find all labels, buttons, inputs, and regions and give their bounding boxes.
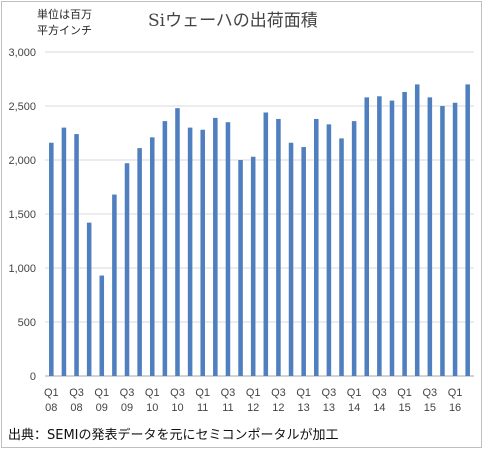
bar bbox=[364, 97, 370, 377]
x-tick-label-quarter: Q3 bbox=[322, 387, 337, 399]
x-tick-label-quarter: Q1 bbox=[246, 387, 261, 399]
bar bbox=[288, 142, 294, 376]
bar bbox=[112, 194, 117, 376]
source-note: 出典：SEMIの発表データを元にセミコンポータルが加工 bbox=[8, 428, 339, 443]
x-tick-label-year: 10 bbox=[146, 402, 158, 414]
bar bbox=[238, 160, 243, 376]
x-tick-label-year: 13 bbox=[323, 402, 335, 414]
bar bbox=[124, 163, 130, 376]
bar bbox=[377, 96, 382, 376]
bar bbox=[225, 122, 231, 376]
x-tick-label-year: 13 bbox=[298, 402, 310, 414]
x-tick-label-year: 12 bbox=[272, 402, 284, 414]
y-tick-label: 500 bbox=[18, 317, 36, 329]
x-tick-label-year: 08 bbox=[70, 402, 82, 414]
x-tick-label-year: 10 bbox=[171, 402, 183, 414]
x-tick-label-quarter: Q3 bbox=[372, 387, 387, 399]
bar bbox=[263, 112, 269, 376]
x-tick-label-year: 11 bbox=[197, 402, 208, 414]
bar bbox=[402, 91, 407, 377]
x-tick-label-year: 16 bbox=[449, 402, 461, 414]
y-tick-label: 1,000 bbox=[8, 263, 36, 275]
x-tick-label-quarter: Q1 bbox=[44, 387, 59, 399]
y-tick-label: 2,500 bbox=[8, 101, 36, 113]
unit-label-line-1: 単位は百万 bbox=[37, 8, 92, 21]
chart-title: Siウェーハの出荷面積 bbox=[148, 11, 318, 31]
bar bbox=[427, 97, 433, 377]
bar bbox=[326, 124, 332, 376]
x-tick-label-year: 09 bbox=[121, 402, 133, 414]
bar bbox=[162, 121, 168, 377]
x-tick-label-quarter: Q1 bbox=[397, 387, 412, 399]
bar bbox=[440, 106, 445, 376]
x-tick-label-quarter: Q1 bbox=[94, 387, 109, 399]
bar bbox=[250, 156, 256, 376]
bar bbox=[149, 137, 155, 376]
bar bbox=[276, 118, 281, 377]
unit-label-line-2: 平方インチ bbox=[37, 24, 92, 37]
bar bbox=[339, 138, 344, 376]
bar bbox=[175, 108, 180, 376]
x-tick-label-quarter: Q1 bbox=[296, 387, 311, 399]
x-tick-label-quarter: Q3 bbox=[221, 387, 236, 399]
x-tick-label-year: 08 bbox=[45, 402, 57, 414]
x-tick-label-year: 15 bbox=[398, 402, 410, 414]
x-tick-label-year: 15 bbox=[424, 402, 436, 414]
bar bbox=[351, 121, 357, 377]
bar bbox=[61, 127, 67, 376]
y-tick-label: 3,000 bbox=[8, 47, 36, 59]
bar bbox=[301, 147, 306, 376]
bar bbox=[314, 118, 319, 377]
x-tick-label-quarter: Q1 bbox=[145, 387, 160, 399]
x-tick-label-quarter: Q1 bbox=[195, 387, 210, 399]
y-tick-label: 1,500 bbox=[8, 209, 36, 221]
bar bbox=[452, 102, 458, 376]
x-tick-label-year: 14 bbox=[373, 402, 385, 414]
bar bbox=[86, 222, 92, 376]
x-tick-label-year: 14 bbox=[348, 402, 360, 414]
bar bbox=[213, 117, 218, 376]
bar bbox=[49, 142, 54, 376]
bar bbox=[99, 275, 105, 376]
bar bbox=[74, 134, 79, 376]
x-tick-label-quarter: Q3 bbox=[170, 387, 185, 399]
x-tick-label-quarter: Q3 bbox=[422, 387, 437, 399]
y-tick-label: 0 bbox=[30, 371, 36, 383]
x-tick-label-year: 09 bbox=[96, 402, 108, 414]
y-tick-label: 2,000 bbox=[8, 155, 36, 167]
bar bbox=[137, 148, 142, 376]
x-tick-label-quarter: Q1 bbox=[448, 387, 463, 399]
x-tick-label-quarter: Q3 bbox=[271, 387, 286, 399]
x-tick-label-quarter: Q1 bbox=[347, 387, 362, 399]
bar bbox=[187, 127, 193, 376]
bar bbox=[414, 84, 420, 377]
x-tick-label-year: 11 bbox=[222, 402, 233, 414]
bar bbox=[200, 129, 205, 376]
x-tick-label-quarter: Q3 bbox=[69, 387, 84, 399]
bar bbox=[389, 100, 395, 376]
x-tick-label-quarter: Q3 bbox=[120, 387, 135, 399]
x-tick-label-year: 12 bbox=[247, 402, 259, 414]
bar bbox=[465, 84, 470, 377]
